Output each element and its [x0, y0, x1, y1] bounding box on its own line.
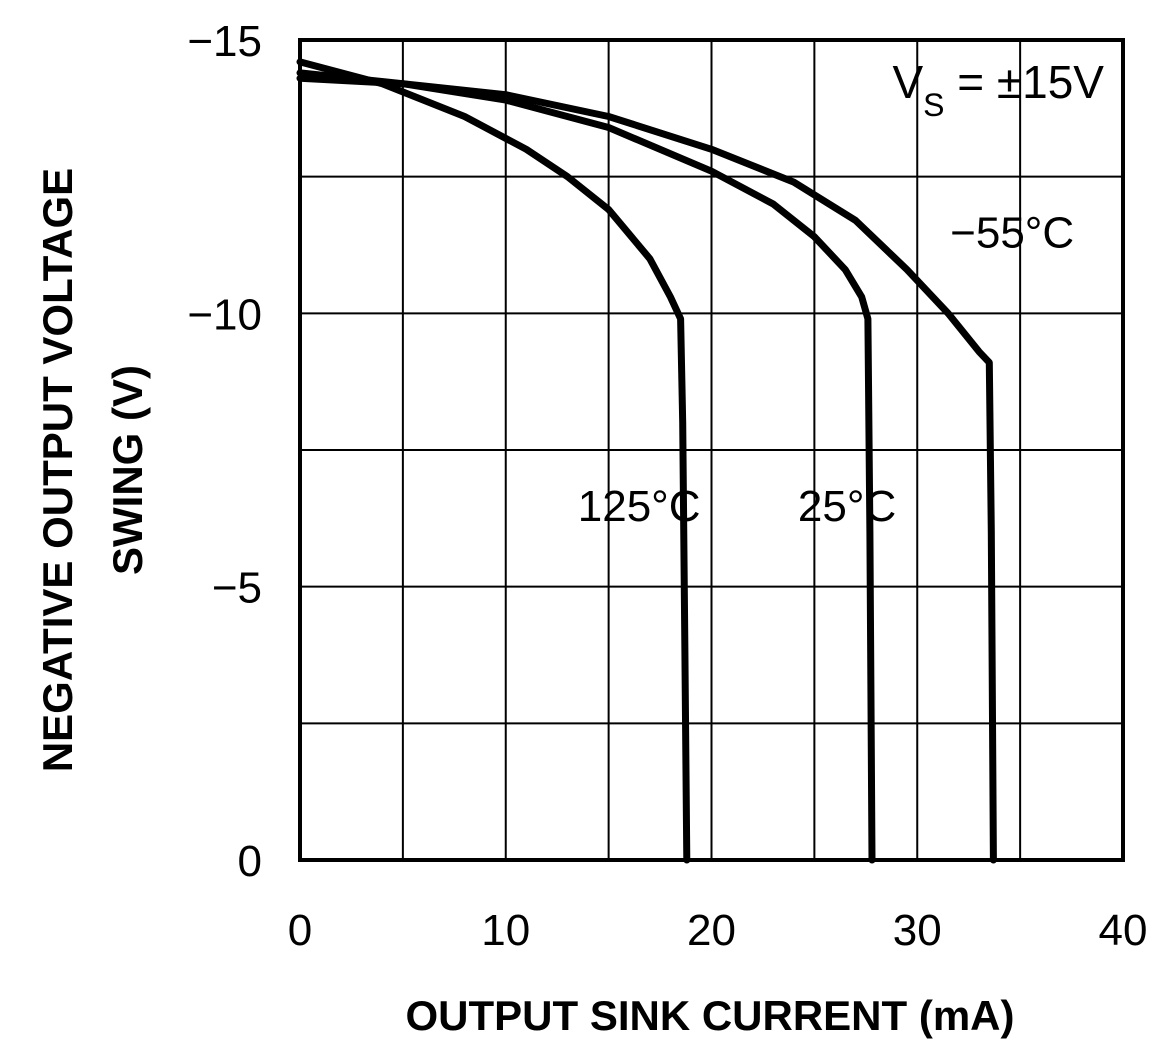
series-label: 125°C [578, 482, 701, 531]
vs-main: V [892, 56, 923, 108]
x-tick-label: 40 [1099, 906, 1148, 955]
series-label: 25°C [798, 482, 896, 531]
series-line [296, 69, 876, 864]
series-line [296, 58, 691, 864]
y-tick-label: −15 [187, 17, 262, 66]
vs-sub: S [923, 87, 944, 123]
y-axis-label-line2: SWING (V) [104, 365, 151, 575]
x-axis-label: OUTPUT SINK CURRENT (mA) [406, 992, 1015, 1039]
series-labels: 125°C 25°C −55°C [578, 209, 1074, 531]
y-axis-label: NEGATIVE OUTPUT VOLTAGE SWING (V) [34, 168, 151, 772]
y-tick-label: 0 [238, 837, 262, 886]
grid [300, 40, 1123, 860]
x-tick-label: 10 [481, 906, 530, 955]
x-tick-label: 20 [687, 906, 736, 955]
x-tick-label: 0 [288, 906, 312, 955]
x-tick-label: 30 [893, 906, 942, 955]
vs-rest: = ±15V [944, 56, 1104, 108]
x-tick-labels: 0 10 20 30 40 [288, 906, 1148, 955]
y-axis-label-line1: NEGATIVE OUTPUT VOLTAGE [34, 168, 81, 772]
y-tick-label: −5 [212, 564, 262, 613]
supply-voltage-annotation: VS = ±15V [892, 56, 1104, 123]
y-tick-label: −10 [187, 290, 262, 339]
y-tick-labels: 0 −5 −10 −15 [187, 17, 262, 886]
series-group [296, 58, 997, 864]
series-label: −55°C [950, 209, 1074, 258]
series-line [296, 74, 997, 864]
plot-frame [298, 38, 1125, 862]
